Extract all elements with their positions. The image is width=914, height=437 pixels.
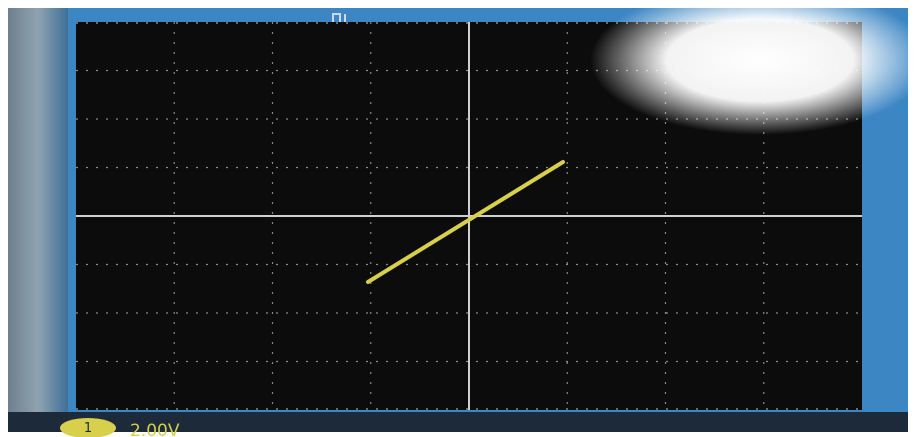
channel-scale: 2.00V bbox=[130, 421, 180, 437]
oscilloscope-photo: 1 2.00V bbox=[0, 0, 914, 437]
left-bezel bbox=[8, 8, 68, 432]
page: 1 2.00V (() => { const data = JSON.parse… bbox=[0, 0, 914, 437]
channel-number: 1 bbox=[84, 421, 92, 436]
